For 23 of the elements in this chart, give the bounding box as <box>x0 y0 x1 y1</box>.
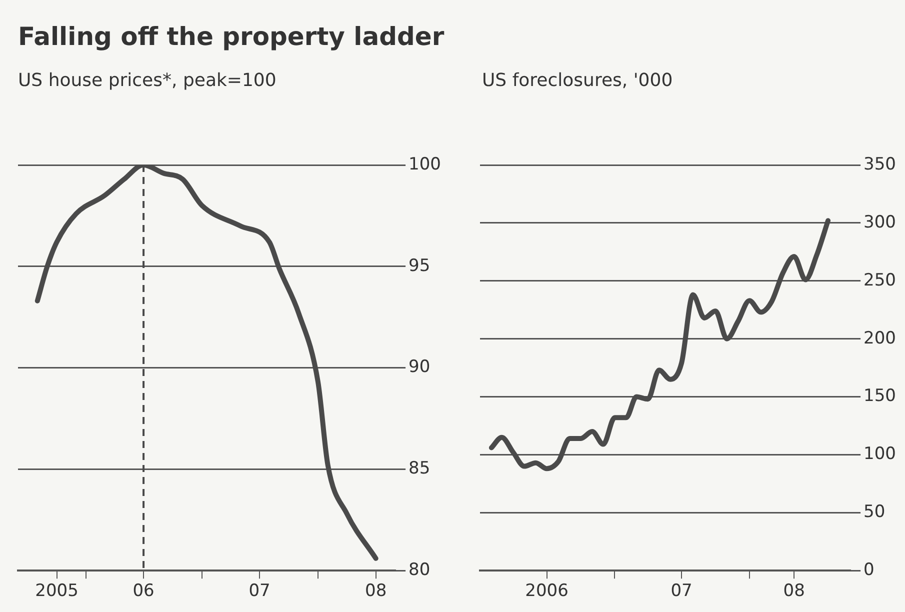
y-tick-label: 95 <box>408 256 430 276</box>
y-tick-label: 80 <box>408 560 430 580</box>
chart-subtitle: US foreclosures, '000 <box>482 70 673 91</box>
y-tick-label: 90 <box>408 357 430 378</box>
x-tick-label: 07 <box>248 581 270 602</box>
y-tick-label: 100 <box>864 444 896 464</box>
y-tick-label: 300 <box>864 212 896 232</box>
x-tick-label: 06 <box>132 581 154 602</box>
y-tick-label: 0 <box>864 560 874 580</box>
x-tick-label: 08 <box>783 581 805 602</box>
chart-subtitle: US house prices*, peak=100 <box>18 70 276 91</box>
chart-title: Falling off the property ladder <box>18 22 444 51</box>
y-tick-label: 350 <box>864 154 896 174</box>
x-tick-label: 07 <box>670 581 692 602</box>
y-tick-label: 85 <box>408 458 430 479</box>
y-tick-label: 150 <box>864 386 896 406</box>
y-tick-label: 250 <box>864 270 896 290</box>
y-tick-label: 100 <box>408 154 442 174</box>
x-tick-label: 08 <box>365 581 387 602</box>
x-tick-label: 2005 <box>35 581 78 602</box>
y-tick-label: 50 <box>864 502 886 522</box>
y-tick-label: 200 <box>864 328 896 348</box>
x-tick-label: 2006 <box>525 581 568 602</box>
